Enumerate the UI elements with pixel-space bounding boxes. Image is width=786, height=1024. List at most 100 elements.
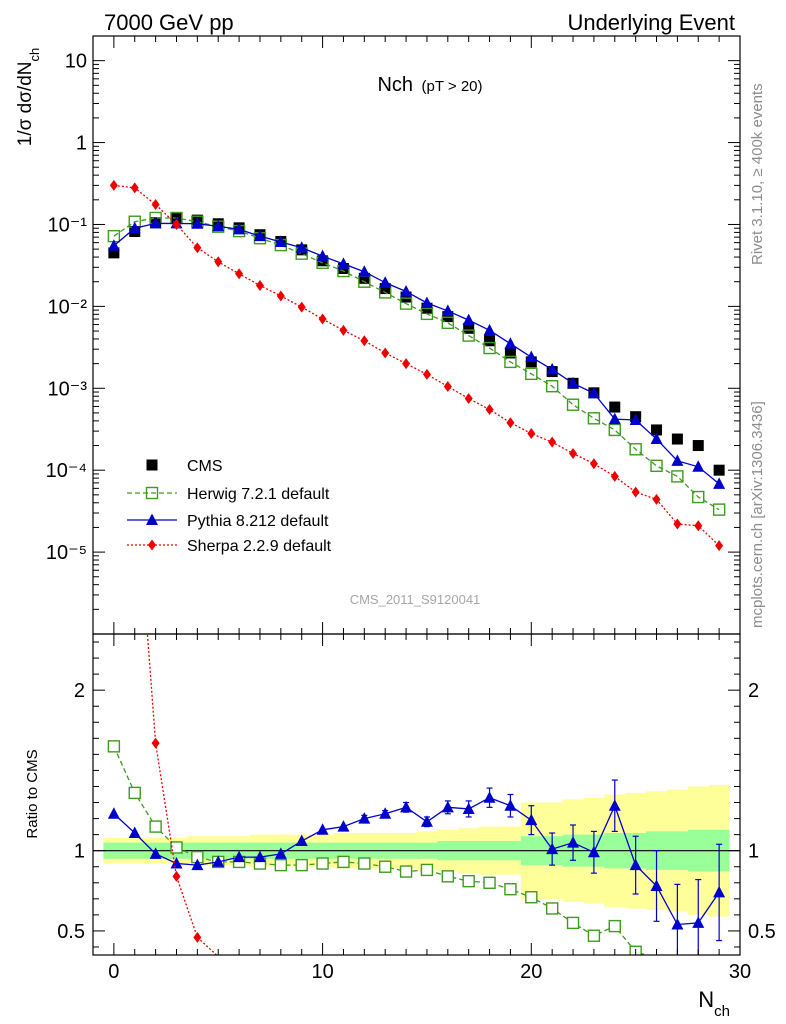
y-axis-label-ratio: Ratio to CMS (24, 749, 41, 838)
header-right: Underlying Event (567, 10, 735, 35)
ratio-herwig-point (295, 858, 308, 872)
main-panel: 10 1 10⁻¹ 10⁻² 10⁻³ 10⁻⁴ 10⁻⁵ Nch (pT > 20) CM… (15, 35, 741, 635)
pythia-point (546, 362, 559, 375)
sherpa-point (631, 486, 640, 498)
ratio-y-tick-label: 0.5 (57, 921, 85, 943)
pythia-point (420, 296, 433, 308)
pythia-point (692, 460, 705, 472)
ratio-pythia-point (608, 799, 621, 811)
pythia-point (316, 249, 329, 262)
ratio-pythia-point (379, 807, 392, 819)
cms-point (713, 464, 725, 476)
sherpa-point (569, 447, 578, 459)
ratio-herwig-point (420, 863, 434, 877)
legend-marker-pythia (146, 513, 158, 525)
ratio-y-tick-label-right: 0.5 (748, 921, 776, 943)
y-tick-label: 10⁻¹ (48, 214, 88, 236)
cms-point (463, 322, 475, 334)
pythia-point (295, 241, 308, 253)
pythia-point (629, 413, 642, 425)
x-tick-label: 0 (108, 961, 119, 983)
rivet-label: Rivet 3.1.10, ≥ 400k events (749, 83, 766, 265)
pythia-point (400, 284, 413, 297)
series-pythia (107, 216, 726, 489)
series-cms (108, 213, 725, 476)
ratio-pythia-point (650, 879, 663, 891)
pythia-point (233, 222, 246, 235)
ratio-pythia-point (441, 800, 454, 813)
ratio-herwig-point (462, 874, 475, 888)
x-tick-label: 30 (729, 961, 751, 983)
sherpa-point (339, 324, 348, 336)
ratio-pythia-point (629, 858, 642, 871)
legend-marker-sherpa (148, 539, 156, 551)
header-left: 7000 GeV pp (104, 10, 234, 35)
herwig-point (608, 423, 621, 437)
y-tick-label: 10⁻³ (48, 378, 88, 400)
x-axis-label: Nch (698, 987, 730, 1020)
sherpa-point (151, 199, 160, 211)
sherpa-point (235, 268, 244, 280)
sherpa-point (276, 290, 285, 302)
sherpa-point (652, 493, 661, 505)
ratio-pythia-point (420, 815, 433, 827)
herwig-point (420, 307, 434, 321)
pythia-point (671, 454, 684, 466)
ratio-y-tick-label-right: 2 (748, 680, 759, 702)
ratio-pythia-point (212, 855, 225, 867)
ratio-herwig-point (566, 916, 580, 930)
ratio-pythia-point (337, 820, 350, 832)
cms-point (692, 440, 704, 452)
ratio-pythia-point (587, 845, 600, 858)
herwig-point (483, 341, 496, 355)
ratio-pythia-point (149, 847, 162, 859)
plot-title-sub: (pT > 20) (422, 78, 483, 95)
y-axis-label-main: 1/σ dσ/dNch (15, 48, 42, 146)
sherpa-line (113, 184, 720, 547)
herwig-point (712, 503, 726, 516)
ratio-panel-frame (92, 633, 741, 956)
pythia-point (128, 221, 141, 234)
ratio-pythia-point (128, 826, 141, 839)
ratio-pythia-point (295, 834, 308, 847)
pythia-point (212, 219, 225, 232)
ratio-herwig-point (545, 902, 559, 915)
y-axis-label-sub: ch (27, 48, 42, 62)
sherpa-point (589, 458, 598, 470)
pythia-point (525, 350, 538, 363)
ratio-series-herwig (107, 740, 649, 955)
pythia-point (107, 239, 120, 251)
ratio-herwig-point (483, 876, 496, 889)
ratio-pythia-point (253, 850, 266, 863)
herwig-point (566, 398, 580, 411)
ratio-herwig-point (358, 857, 371, 870)
ratio-herwig-point (587, 929, 601, 942)
pythia-line (113, 222, 720, 485)
ratio-pythia-point (107, 807, 120, 819)
mcplots-label: mcplots.cern.ch [arXiv:1306.3436] (749, 401, 766, 628)
sherpa-point (109, 179, 118, 191)
y-tick-label: 1 (76, 133, 87, 155)
ratio-herwig-point (378, 860, 392, 873)
y-tick-label: 10⁻⁴ (46, 460, 87, 482)
pythia-point (608, 412, 621, 425)
ratio-pythia-point (462, 802, 475, 814)
cms-point (379, 283, 391, 295)
sherpa-point (443, 381, 452, 393)
sherpa-point (193, 242, 202, 254)
x-tick-label: 20 (520, 961, 542, 983)
ratio-pythia-point (170, 857, 183, 869)
sherpa-point (485, 404, 494, 416)
ratio-pythia-point (316, 823, 329, 835)
x-tick-label: 10 (311, 961, 333, 983)
ratio-herwig-point (399, 865, 413, 878)
ratio-pythia-point (504, 799, 517, 811)
pythia-point (253, 229, 266, 242)
y-tick-label: 10⁻⁵ (46, 542, 87, 564)
ratio-pythia-point (671, 918, 684, 930)
plot-title: Nch (pT > 20) (377, 74, 482, 96)
ratio-series-sherpa (146, 634, 218, 955)
herwig-point (462, 329, 475, 342)
ratio-pythia-point (525, 813, 538, 826)
legend-marker-herwig (145, 486, 159, 500)
